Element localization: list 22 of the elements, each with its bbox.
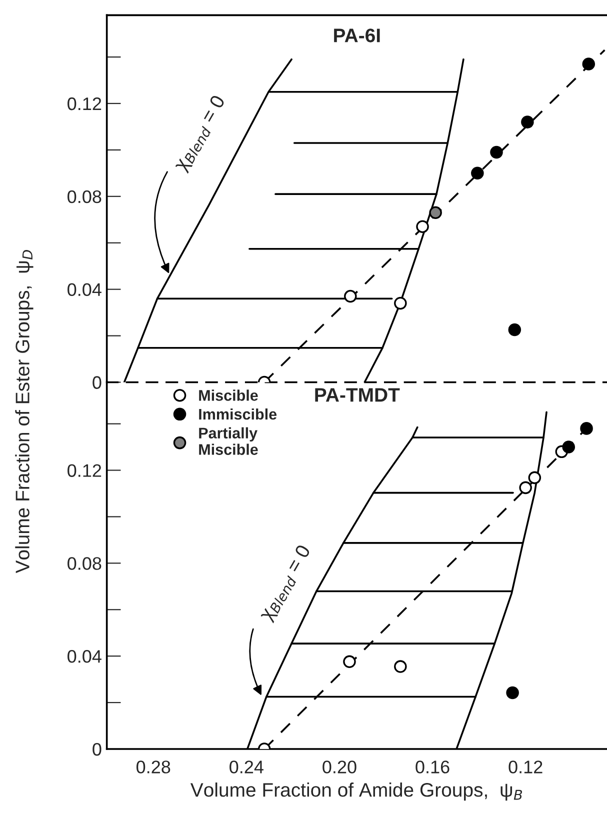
y-tick-label: 0.04 xyxy=(68,283,102,296)
legend-label: Immiscible xyxy=(199,408,277,420)
x-tick-label: 0.12 xyxy=(508,760,542,774)
y-tick-label: 0.08 xyxy=(68,557,102,570)
x-tick-label: 0.24 xyxy=(230,760,264,774)
x-tick-label: 0.16 xyxy=(416,760,450,774)
y-tick-label: 0.12 xyxy=(68,464,102,477)
y-tick-label: 0.04 xyxy=(68,650,102,663)
y-tick-label: 0 xyxy=(92,376,102,389)
annotation: χ$_{Blend}$ = 0 xyxy=(258,544,314,624)
text: PA-6I xyxy=(334,28,380,42)
x-tick-label: 0.28 xyxy=(136,760,170,774)
chart-title: PA-TMDT xyxy=(315,388,400,402)
legend-label: Partially Miscible xyxy=(199,427,258,455)
y-tick-label: 0.08 xyxy=(68,190,102,204)
y-axis-title: Volume Fraction of Ester Groups, ψ$_{D}$ xyxy=(15,250,34,574)
y-tick-label: 0 xyxy=(92,742,102,756)
x-tick-label: 0.20 xyxy=(322,760,356,774)
y-tick-label: 0.12 xyxy=(68,97,102,110)
annotation: χ$_{Blend}$ = 0 xyxy=(172,94,229,174)
x-axis-title: Volume Fraction of Amide Groups, ψ$_{B}$ xyxy=(190,782,522,801)
legend-label: Miscible xyxy=(199,390,258,401)
